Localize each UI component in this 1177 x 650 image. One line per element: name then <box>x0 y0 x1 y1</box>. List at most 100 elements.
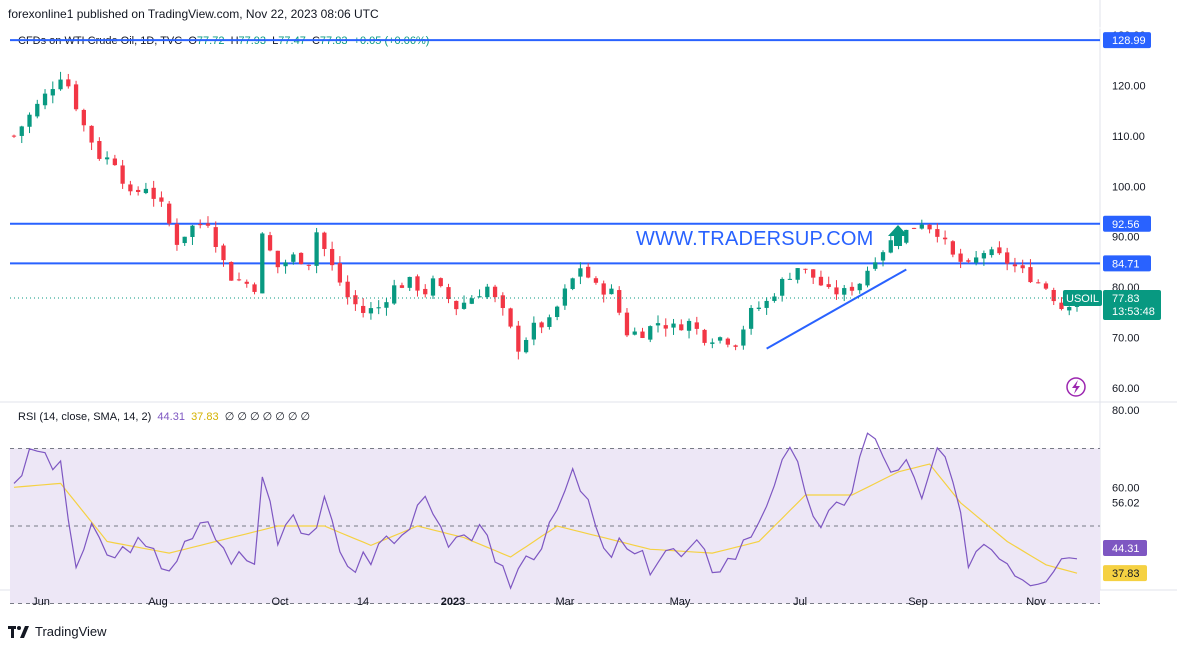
candle-body <box>508 308 513 327</box>
candle-body <box>516 325 521 352</box>
candle-body <box>880 252 886 261</box>
candle-body <box>686 320 692 331</box>
time-axis-tick: May <box>670 596 691 608</box>
candle-body <box>353 295 358 305</box>
candle-body <box>182 236 187 244</box>
candle-body <box>143 188 149 194</box>
candle-body <box>275 250 280 268</box>
candle-body <box>446 287 451 300</box>
candle-body <box>679 324 684 331</box>
candle-body <box>368 308 374 314</box>
candle-body <box>73 84 79 110</box>
candle-body <box>818 276 824 286</box>
candle-body <box>911 227 917 229</box>
candle-body <box>97 140 102 159</box>
candle-body <box>787 278 793 280</box>
candle-body <box>586 266 591 278</box>
candle-body <box>842 288 847 295</box>
candle-body <box>19 126 24 136</box>
candle-body <box>423 288 428 295</box>
candle-body <box>865 270 870 286</box>
candle-body <box>919 224 924 229</box>
candle-body <box>694 322 699 329</box>
candle-body <box>66 79 71 87</box>
candle-body <box>174 223 180 245</box>
level-price-label: 92.56 <box>1112 219 1140 231</box>
candle-body <box>1012 264 1018 267</box>
candle-body <box>58 79 63 90</box>
candle-body <box>337 263 343 283</box>
candle-body <box>221 245 226 261</box>
candle-body <box>671 323 676 328</box>
candle-body <box>811 269 816 278</box>
candle-body <box>981 253 987 259</box>
time-axis-tick: Mar <box>556 596 575 608</box>
price-axis-tick: 120.00 <box>1112 80 1146 92</box>
rsi-line <box>13 432 1078 590</box>
tradingview-footer[interactable]: TradingView <box>8 624 107 639</box>
candle-body <box>392 285 397 304</box>
candle-body <box>539 322 544 328</box>
candle-body <box>702 329 707 343</box>
candle-body <box>904 229 909 243</box>
candle-body <box>407 276 412 288</box>
candle-body <box>555 306 560 317</box>
candle-body <box>663 325 668 329</box>
symbol-tag: USOIL <box>1066 293 1099 305</box>
candle-body <box>1020 265 1025 269</box>
time-axis-tick: 2023 <box>441 596 465 608</box>
lightning-icon <box>1066 377 1086 397</box>
candle-body <box>834 287 839 295</box>
level-price-label-bg <box>1103 32 1151 49</box>
candle-body <box>717 337 723 341</box>
level-price-label: 128.99 <box>1112 35 1146 47</box>
candle-body <box>1067 306 1072 311</box>
candle-body <box>966 260 971 262</box>
candle-body <box>748 307 754 329</box>
price-axis-tick: 100.00 <box>1112 181 1146 193</box>
rsi-empty-values: ∅ ∅ ∅ ∅ ∅ ∅ ∅ <box>224 411 311 423</box>
candle-body <box>803 268 808 270</box>
time-axis-tick: Nov <box>1026 596 1046 608</box>
candle-body <box>1028 267 1033 283</box>
candle-body <box>345 281 350 298</box>
candle-body <box>11 135 17 137</box>
candle-body <box>958 253 963 262</box>
time-axis-tick: Oct <box>271 596 288 608</box>
candle-body <box>198 224 203 226</box>
candle-body <box>950 241 955 255</box>
up-arrow-icon <box>888 225 908 246</box>
trendline <box>766 268 907 350</box>
candle-body <box>81 109 86 126</box>
candle-body <box>826 284 831 287</box>
candle-body <box>655 323 661 326</box>
candle-body <box>725 338 730 345</box>
candle-body <box>260 233 265 294</box>
rsi-value-label-bg <box>1103 540 1147 557</box>
watermark-text: WWW.TRADERSUP.COM <box>636 228 874 250</box>
rsi-legend: RSI (14, close, SMA, 14, 2) 44.31 37.83 … <box>18 410 310 423</box>
tradingview-brand: TradingView <box>35 624 107 639</box>
candle-body <box>376 307 381 309</box>
time-axis-tick: Jul <box>793 596 807 608</box>
candle-body <box>989 249 994 256</box>
candle-body <box>306 264 311 266</box>
candle-body <box>849 286 855 291</box>
candle-body <box>1051 289 1056 302</box>
candle-body <box>531 322 536 340</box>
rsi-axis-tick: 60.00 <box>1112 482 1140 494</box>
candle-body <box>500 295 505 309</box>
candle-body <box>112 158 118 166</box>
candle-body <box>229 261 234 281</box>
candle-body <box>772 296 777 301</box>
candle-body <box>205 223 211 226</box>
symbol-tag-bg <box>1063 290 1102 307</box>
candle-body <box>1005 252 1010 264</box>
candle-body <box>1043 283 1049 289</box>
candle-body <box>523 339 529 353</box>
price-axis-tick: 60.00 <box>1112 383 1140 395</box>
candle-body <box>733 345 738 347</box>
candle-body <box>648 326 653 340</box>
last-price-value: 77.83 <box>1112 293 1140 305</box>
